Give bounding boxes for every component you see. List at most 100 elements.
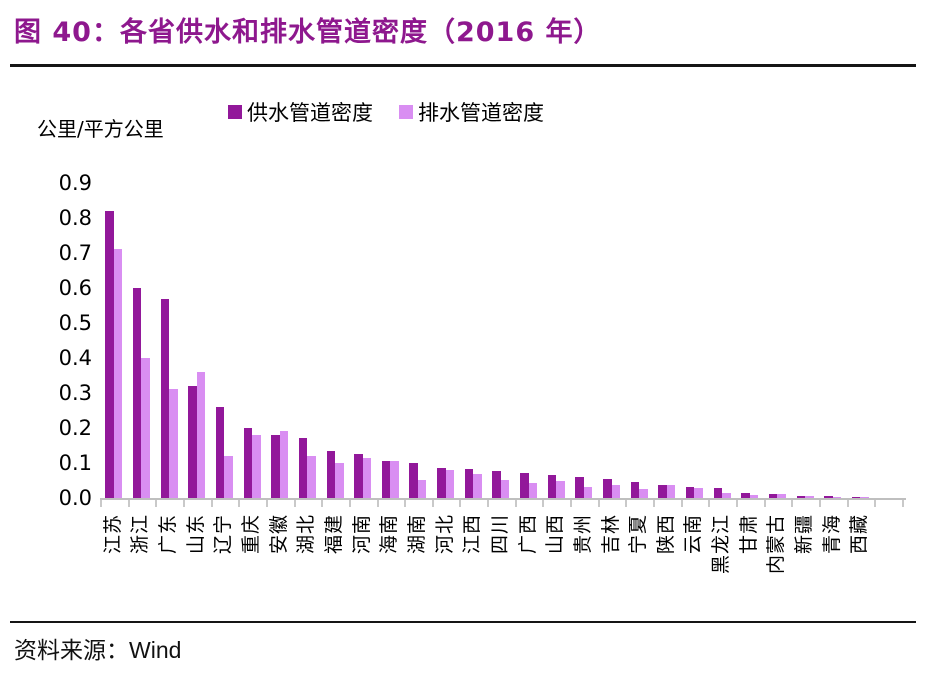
bar-supply <box>381 461 391 498</box>
x-axis-tick <box>542 500 545 507</box>
bar-supply <box>298 438 308 498</box>
bar-supply <box>741 493 750 498</box>
x-axis-category-label: 河北 <box>433 513 456 554</box>
x-axis-category-label: 四川 <box>488 513 511 554</box>
x-axis-tick <box>155 500 158 507</box>
x-axis-tick <box>570 500 573 507</box>
x-axis-tick <box>293 500 296 507</box>
bar-drainage <box>749 495 759 498</box>
x-axis-category-label: 云南 <box>682 513 705 554</box>
bar-supply <box>464 469 474 498</box>
y-axis-tick-label: 0.8 <box>58 206 92 230</box>
x-axis-category-label: 广西 <box>516 513 539 554</box>
bar-supply <box>132 288 142 498</box>
bar-supply <box>243 428 253 498</box>
bar-supply <box>796 496 806 498</box>
bar-drainage <box>722 493 731 498</box>
source-prefix: 资料来源： <box>14 638 129 664</box>
bar-drainage <box>639 489 648 498</box>
title-divider <box>10 64 916 67</box>
x-axis-tick <box>680 500 683 507</box>
bar-supply <box>409 463 418 498</box>
bar-supply <box>520 473 529 498</box>
x-axis-category-label: 吉林 <box>599 513 622 554</box>
bar-drainage <box>694 488 703 498</box>
legend-label-drainage: 排水管道密度 <box>418 101 544 125</box>
bar-drainage <box>224 456 233 498</box>
x-axis-tick <box>625 500 628 507</box>
legend-label-supply: 供水管道密度 <box>247 101 373 125</box>
x-axis-tick <box>487 500 490 507</box>
y-axis-tick-label: 0.5 <box>58 311 92 335</box>
y-axis-tick-label: 0.4 <box>58 346 92 370</box>
x-axis-category-label: 甘肃 <box>737 513 760 554</box>
x-axis-tick <box>348 500 351 507</box>
legend-item-drainage: 排水管道密度 <box>399 97 544 127</box>
x-axis-tick <box>376 500 379 507</box>
x-axis-tick <box>874 500 877 507</box>
x-axis-category-label: 青海 <box>820 513 843 554</box>
x-axis-tick <box>459 500 462 507</box>
y-axis-tick-label: 0.0 <box>58 486 92 510</box>
x-axis-tick <box>818 500 821 507</box>
bar-drainage <box>583 487 593 498</box>
x-axis-tick <box>901 500 904 507</box>
x-axis-category-label: 浙江 <box>129 513 152 554</box>
bar-supply <box>105 211 114 498</box>
bar-drainage <box>169 389 178 498</box>
bar-drainage <box>805 496 814 498</box>
bar-drainage <box>556 481 565 498</box>
bar-drainage <box>528 483 538 498</box>
bar-supply <box>188 386 197 498</box>
bar-supply <box>824 496 833 498</box>
x-axis-category-label: 江西 <box>461 513 484 554</box>
bar-supply <box>437 468 446 498</box>
x-axis-category-label: 江苏 <box>101 513 124 554</box>
bar-drainage <box>390 461 399 498</box>
legend-swatch-supply-icon <box>228 105 242 119</box>
bar-supply <box>160 299 170 498</box>
y-axis-tick-label: 0.2 <box>58 416 92 440</box>
x-axis-category-label: 湖北 <box>295 513 318 554</box>
x-axis-category-label: 海南 <box>378 513 401 554</box>
y-axis-tick-label: 0.1 <box>58 451 92 475</box>
y-axis-tick-label: 0.6 <box>58 276 92 300</box>
x-axis-line <box>100 498 906 500</box>
x-axis-category-label: 山东 <box>184 513 207 554</box>
x-axis-category-label: 山西 <box>544 513 567 554</box>
bar-supply <box>630 482 640 498</box>
x-axis-category-label: 广东 <box>157 513 180 554</box>
x-axis-category-label: 贵州 <box>571 513 594 554</box>
chart-legend: 供水管道密度 排水管道密度 <box>228 97 544 127</box>
y-axis-tick-label: 0.7 <box>58 241 92 265</box>
bar-drainage <box>777 494 786 498</box>
x-axis-tick <box>127 500 130 507</box>
x-axis-tick <box>404 500 407 507</box>
x-axis-category-label: 新疆 <box>793 513 816 554</box>
x-axis-tick <box>708 500 711 507</box>
bar-drainage <box>196 372 206 498</box>
bar-drainage <box>473 474 482 498</box>
x-axis-category-label: 安徽 <box>267 513 290 554</box>
x-axis-tick <box>791 500 794 507</box>
bar-drainage <box>279 431 289 498</box>
bar-supply <box>768 494 778 498</box>
bar-supply <box>713 488 723 498</box>
bar-drainage <box>362 458 372 498</box>
bar-supply <box>326 451 336 498</box>
bar-drainage <box>666 485 676 498</box>
x-axis-tick <box>182 500 185 507</box>
x-axis-tick <box>514 500 517 507</box>
x-axis-category-label: 宁夏 <box>627 513 650 554</box>
x-axis-tick <box>735 500 738 507</box>
bar-supply <box>603 479 612 498</box>
source-line: 资料来源：Wind <box>14 631 181 665</box>
bar-supply <box>658 485 667 498</box>
source-divider <box>10 621 916 623</box>
x-axis-tick <box>238 500 241 507</box>
x-axis-category-label: 西藏 <box>848 513 871 554</box>
x-axis-category-label: 湖南 <box>405 513 428 554</box>
bar-supply <box>851 497 861 498</box>
